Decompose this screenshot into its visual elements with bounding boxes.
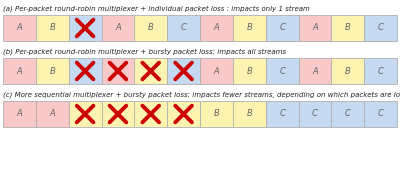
Bar xyxy=(69,58,102,84)
Text: B: B xyxy=(49,24,55,32)
Bar xyxy=(298,101,331,127)
Text: C: C xyxy=(279,109,285,119)
Text: (c) More sequential multiplexer + bursty packet loss: impacts fewer streams, dep: (c) More sequential multiplexer + bursty… xyxy=(3,91,400,98)
Bar xyxy=(233,15,266,41)
Bar xyxy=(200,58,233,84)
Bar xyxy=(167,15,200,41)
Bar xyxy=(298,58,331,84)
Bar xyxy=(3,15,36,41)
Bar xyxy=(36,15,69,41)
Text: B: B xyxy=(345,66,351,75)
Text: C: C xyxy=(181,24,186,32)
Bar xyxy=(69,15,102,41)
Text: A: A xyxy=(16,24,22,32)
Text: A: A xyxy=(214,66,219,75)
Bar xyxy=(233,101,266,127)
Text: A: A xyxy=(312,24,318,32)
Text: C: C xyxy=(378,109,384,119)
Text: B: B xyxy=(246,24,252,32)
Bar xyxy=(36,101,69,127)
Text: A: A xyxy=(16,66,22,75)
Bar xyxy=(200,15,233,41)
Text: B: B xyxy=(345,24,351,32)
Text: A: A xyxy=(16,109,22,119)
Bar xyxy=(102,15,134,41)
Bar xyxy=(36,58,69,84)
Text: A: A xyxy=(312,66,318,75)
Text: C: C xyxy=(345,109,351,119)
Bar xyxy=(69,101,102,127)
Bar xyxy=(331,15,364,41)
Text: A: A xyxy=(115,24,121,32)
Bar xyxy=(233,58,266,84)
Bar xyxy=(266,101,298,127)
Text: (a) Per-packet round-robin multiplexer + individual packet loss : impacts only 1: (a) Per-packet round-robin multiplexer +… xyxy=(3,5,310,12)
Text: C: C xyxy=(279,24,285,32)
Bar xyxy=(102,58,134,84)
Bar xyxy=(364,58,397,84)
Bar xyxy=(134,15,167,41)
Bar xyxy=(331,101,364,127)
Bar xyxy=(364,15,397,41)
Bar xyxy=(364,101,397,127)
Bar xyxy=(298,15,331,41)
Bar xyxy=(167,101,200,127)
Text: A: A xyxy=(49,109,55,119)
Text: A: A xyxy=(214,24,219,32)
Bar xyxy=(3,58,36,84)
Text: B: B xyxy=(214,109,219,119)
Bar xyxy=(200,101,233,127)
Text: C: C xyxy=(312,109,318,119)
Text: B: B xyxy=(246,109,252,119)
Bar xyxy=(167,58,200,84)
Bar xyxy=(102,101,134,127)
Text: C: C xyxy=(279,66,285,75)
Text: C: C xyxy=(378,66,384,75)
Text: C: C xyxy=(378,24,384,32)
Bar xyxy=(266,15,298,41)
Text: B: B xyxy=(246,66,252,75)
Bar xyxy=(134,58,167,84)
Bar xyxy=(331,58,364,84)
Text: B: B xyxy=(148,24,154,32)
Text: (b) Per-packet round-robin multiplexer + bursty packet loss: impacts all streams: (b) Per-packet round-robin multiplexer +… xyxy=(3,48,286,55)
Bar xyxy=(134,101,167,127)
Bar xyxy=(3,101,36,127)
Text: B: B xyxy=(49,66,55,75)
Bar xyxy=(266,58,298,84)
